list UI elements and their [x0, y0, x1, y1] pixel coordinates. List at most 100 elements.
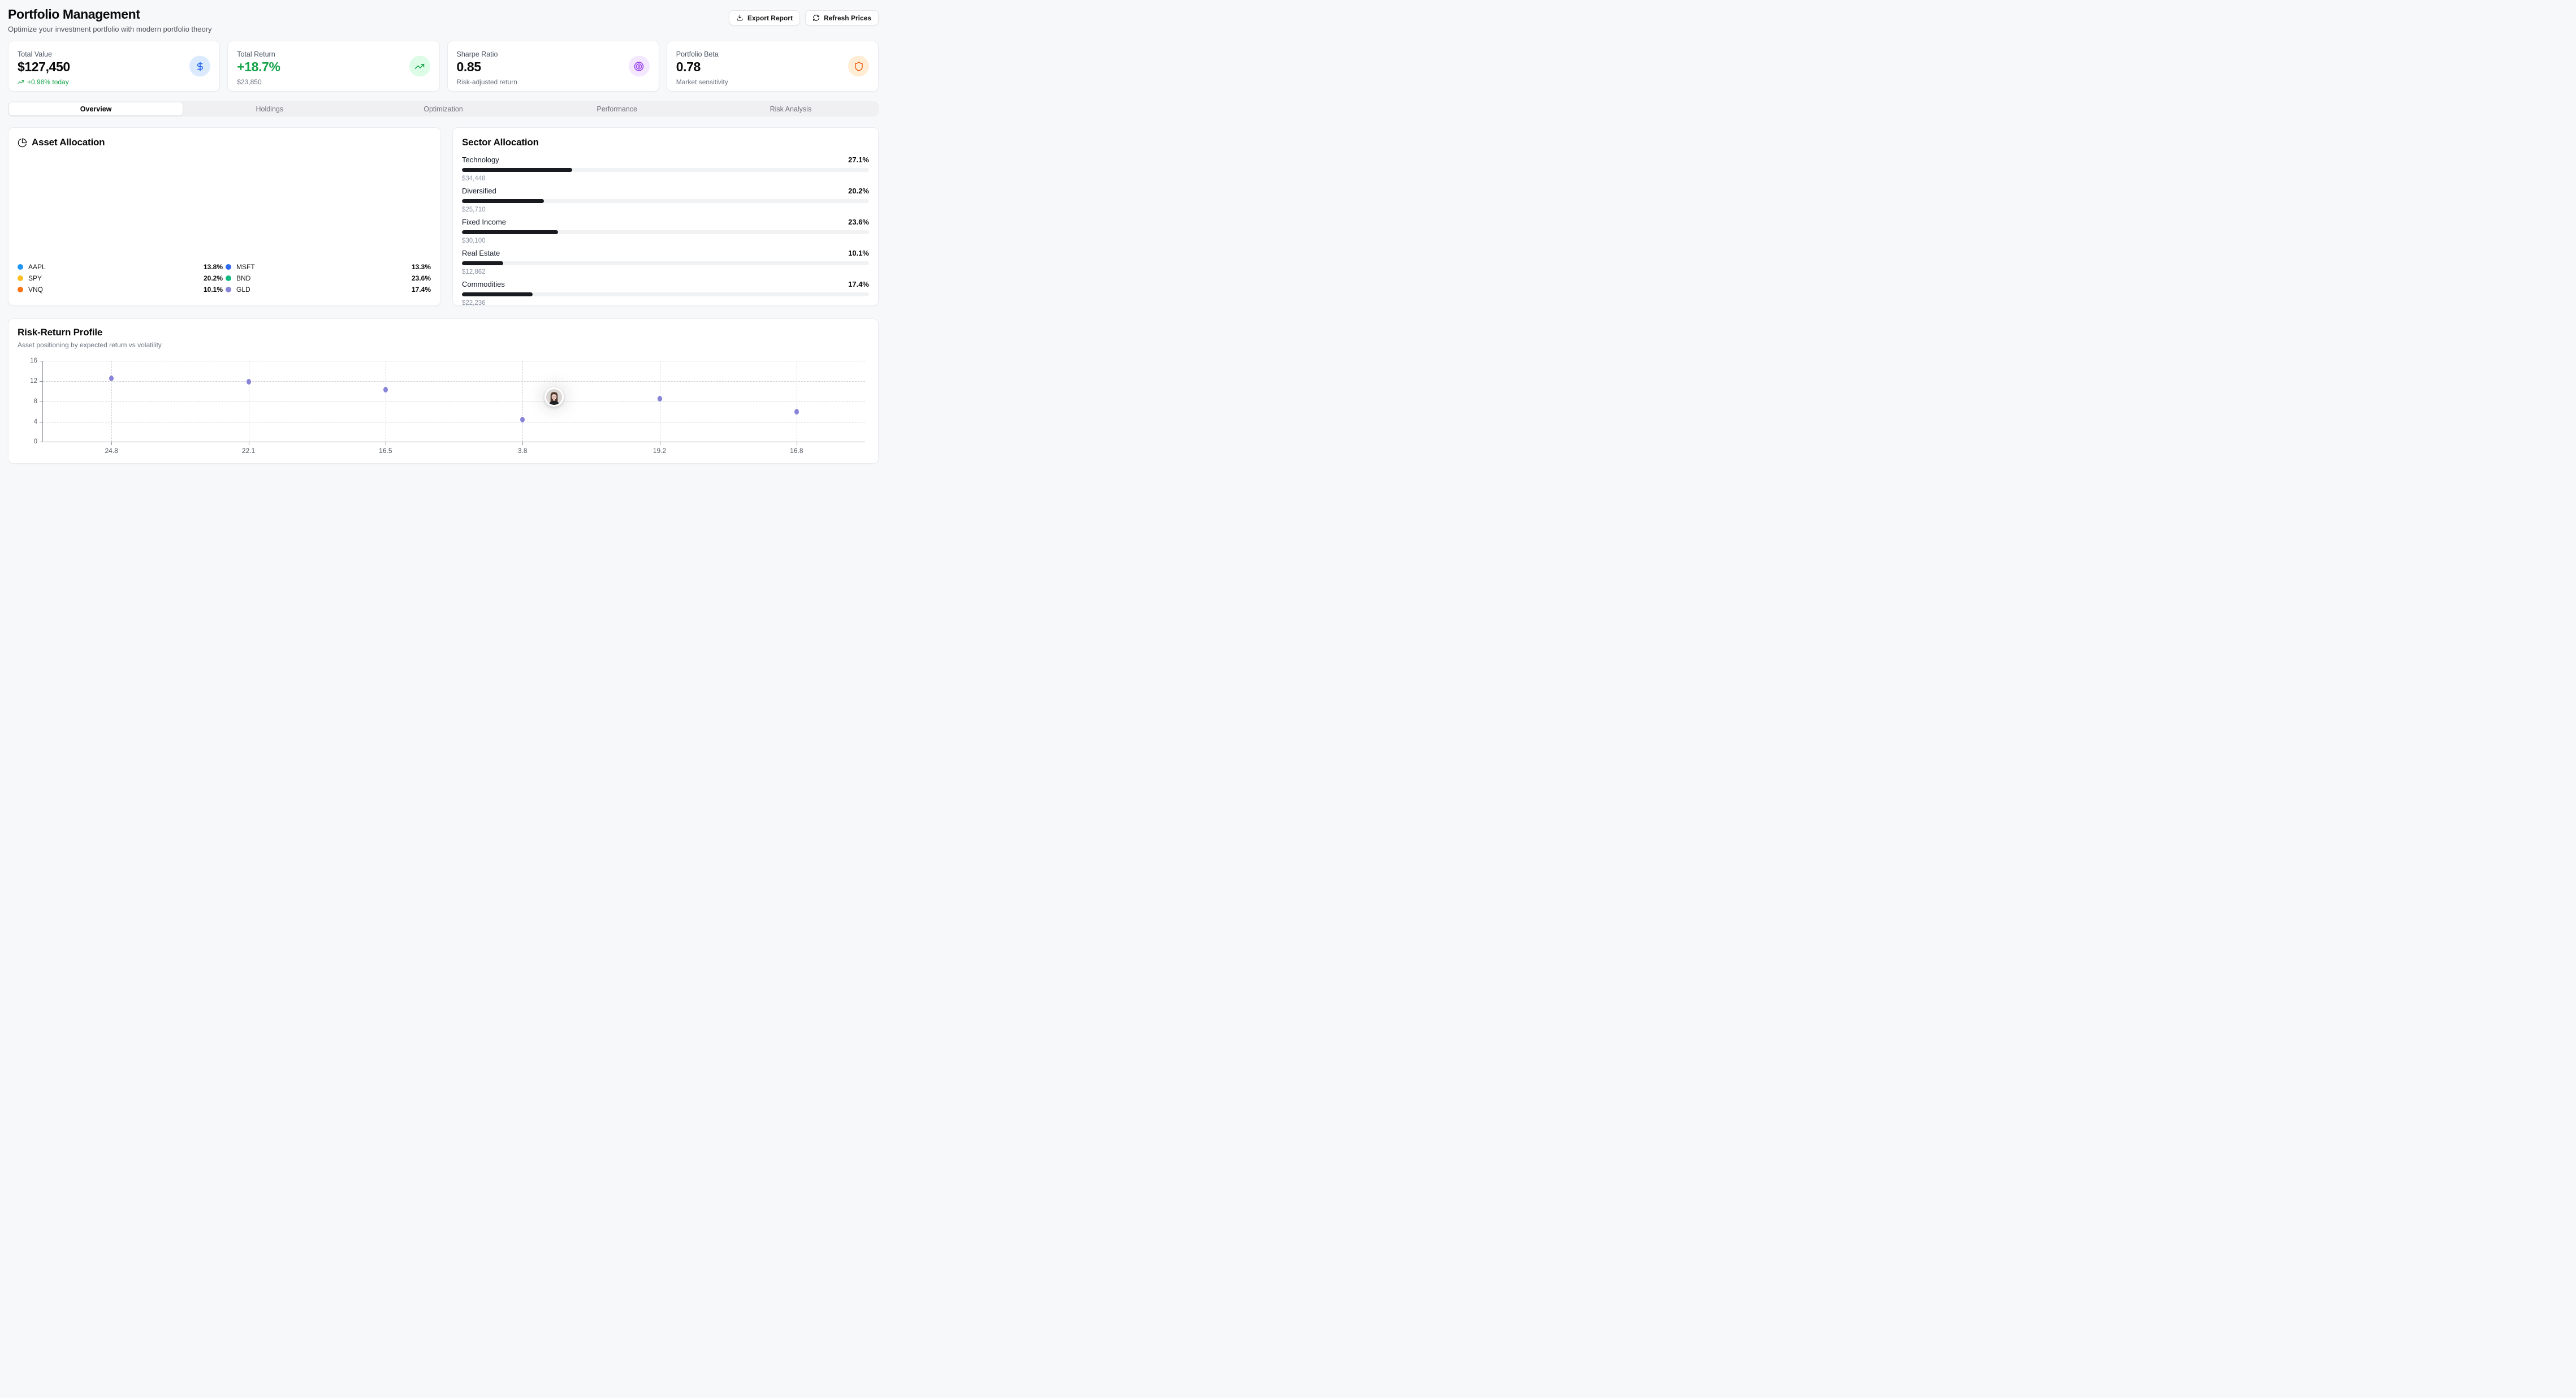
dollar-icon [189, 55, 211, 77]
sharpe-ratio-card: Sharpe Ratio 0.85 Risk-adjusted return [447, 41, 659, 92]
x-axis-label: 24.8 [105, 447, 118, 455]
legend-color-dot [226, 264, 231, 270]
vertical-gridline [111, 361, 113, 442]
legend-color-dot [18, 287, 23, 293]
sector-percentage: 10.1% [848, 249, 869, 258]
tab-optimization[interactable]: Optimization [423, 105, 463, 113]
pie-chart-icon [18, 138, 27, 148]
legend-ticker: GLD [236, 286, 250, 294]
page-header: Portfolio Management Optimize your inves… [8, 0, 879, 33]
asset-allocation-legend: AAPL 13.8% MSFT 13.3% SPY 20.2% BND 23.6… [18, 263, 431, 294]
scatter-point [657, 396, 662, 402]
user-avatar-overlay [544, 387, 564, 407]
scatter-point [794, 408, 799, 415]
x-axis-label: 19.2 [652, 447, 667, 455]
legend-percentage: 10.1% [203, 286, 223, 294]
sector-bar-fill [462, 199, 544, 204]
legend-item: BND 23.6% [226, 274, 431, 282]
asset-allocation-title: Asset Allocation [18, 137, 431, 148]
legend-item: VNQ 10.1% [18, 286, 223, 294]
total-value-card: Total Value $127,450 +0.98% today [8, 41, 221, 92]
vertical-gridline [522, 361, 524, 442]
legend-percentage: 20.2% [203, 274, 223, 283]
sector-name: Technology [462, 156, 499, 165]
shield-icon [848, 55, 869, 77]
legend-color-dot [18, 264, 23, 270]
page-subtitle: Optimize your investment portfolio with … [8, 25, 212, 34]
sector-amount: $12,862 [462, 269, 486, 276]
trending-up-icon [18, 79, 24, 85]
refresh-icon [812, 14, 820, 21]
x-axis-tick [111, 442, 113, 446]
sector-bar-track [462, 261, 869, 266]
export-report-button[interactable]: Export Report [728, 10, 800, 25]
risk-return-chart: 0 4 8 12 16 24.8 22.1 16.5 3.8 19.2 16.8 [18, 351, 869, 458]
x-axis-label: 16.8 [790, 447, 803, 455]
legend-percentage: 13.3% [411, 263, 431, 271]
sector-bar-track [462, 230, 869, 235]
target-icon [628, 55, 650, 77]
x-axis-tick [522, 442, 524, 446]
legend-item: GLD 17.4% [226, 286, 431, 294]
legend-ticker: MSFT [236, 263, 255, 271]
stat-subtext: +0.98% today [18, 78, 210, 86]
stat-subtext: $23,850 [237, 77, 262, 86]
stat-value: $127,450 [18, 59, 70, 75]
sector-amount: $34,448 [462, 175, 486, 183]
tab-holdings[interactable]: Holdings [256, 105, 284, 113]
tab-performance[interactable]: Performance [597, 105, 637, 113]
stat-value: +18.7% [237, 59, 280, 75]
y-axis-label: 16 [30, 357, 37, 365]
sector-name: Fixed Income [462, 218, 507, 227]
sector-name: Real Estate [462, 249, 500, 258]
trending-up-icon [409, 55, 430, 77]
risk-return-panel: Risk-Return Profile Asset positioning by… [8, 318, 879, 464]
download-icon [736, 14, 744, 21]
scatter-point [520, 416, 525, 422]
sector-percentage: 27.1% [848, 156, 869, 165]
legend-color-dot [226, 275, 231, 282]
refresh-prices-button[interactable]: Refresh Prices [805, 10, 879, 25]
sector-bar-fill [462, 261, 503, 266]
stat-subtext: Risk-adjusted return [456, 77, 517, 86]
scatter-point [383, 387, 388, 393]
legend-ticker: AAPL [28, 263, 46, 271]
legend-ticker: SPY [28, 274, 42, 283]
panels-row: Asset Allocation AAPL 13.8% MSFT 13.3% S… [8, 127, 879, 308]
sector-bar-fill [462, 168, 573, 172]
stat-label: Total Value [18, 50, 52, 59]
header-actions: Export Report Refresh Prices [728, 10, 879, 25]
total-return-card: Total Return +18.7% $23,850 [227, 41, 440, 92]
page-header-text: Portfolio Management Optimize your inves… [8, 7, 212, 33]
legend-item: AAPL 13.8% [18, 263, 223, 271]
tab-bar: Overview Holdings Optimization Performance R… [8, 101, 879, 117]
stat-label: Total Return [237, 50, 275, 59]
sector-allocation-title-text: Sector Allocation [462, 137, 539, 148]
sector-bar-fill [462, 230, 558, 235]
sector-name: Diversified [462, 187, 496, 196]
sector-row: Real Estate 10.1% $12,862 [462, 249, 869, 277]
sector-percentage: 20.2% [848, 187, 869, 196]
x-axis-label: 22.1 [241, 447, 256, 455]
y-axis-tick [40, 381, 43, 382]
tab-overview[interactable]: Overview [9, 102, 183, 116]
horizontal-gridline [43, 381, 865, 382]
sector-bar-fill [462, 292, 533, 297]
risk-return-title: Risk-Return Profile [18, 327, 869, 338]
tab-risk-analysis[interactable]: Risk Analysis [770, 105, 812, 113]
legend-color-dot [226, 287, 231, 293]
y-axis-label: 12 [30, 378, 37, 385]
stat-value: 0.78 [676, 59, 701, 75]
legend-percentage: 13.8% [203, 263, 223, 271]
scatter-point [246, 378, 251, 385]
sector-row: Commodities 17.4% $22,236 [462, 280, 869, 308]
sector-row: Diversified 20.2% $25,710 [462, 187, 869, 214]
x-axis-label: 3.8 [517, 447, 528, 455]
stat-subtext: Market sensitivity [676, 77, 728, 86]
sector-allocation-panel: Sector Allocation Technology 27.1% $34,4… [452, 127, 879, 308]
risk-return-subtitle: Asset positioning by expected return vs … [18, 341, 162, 350]
x-axis-label: 16.5 [379, 447, 392, 455]
page-title: Portfolio Management [8, 7, 140, 21]
scatter-plot-area: 0 4 8 12 16 24.8 22.1 16.5 3.8 19.2 16.8 [30, 357, 865, 455]
portfolio-beta-card: Portfolio Beta 0.78 Market sensitivity [666, 41, 879, 92]
